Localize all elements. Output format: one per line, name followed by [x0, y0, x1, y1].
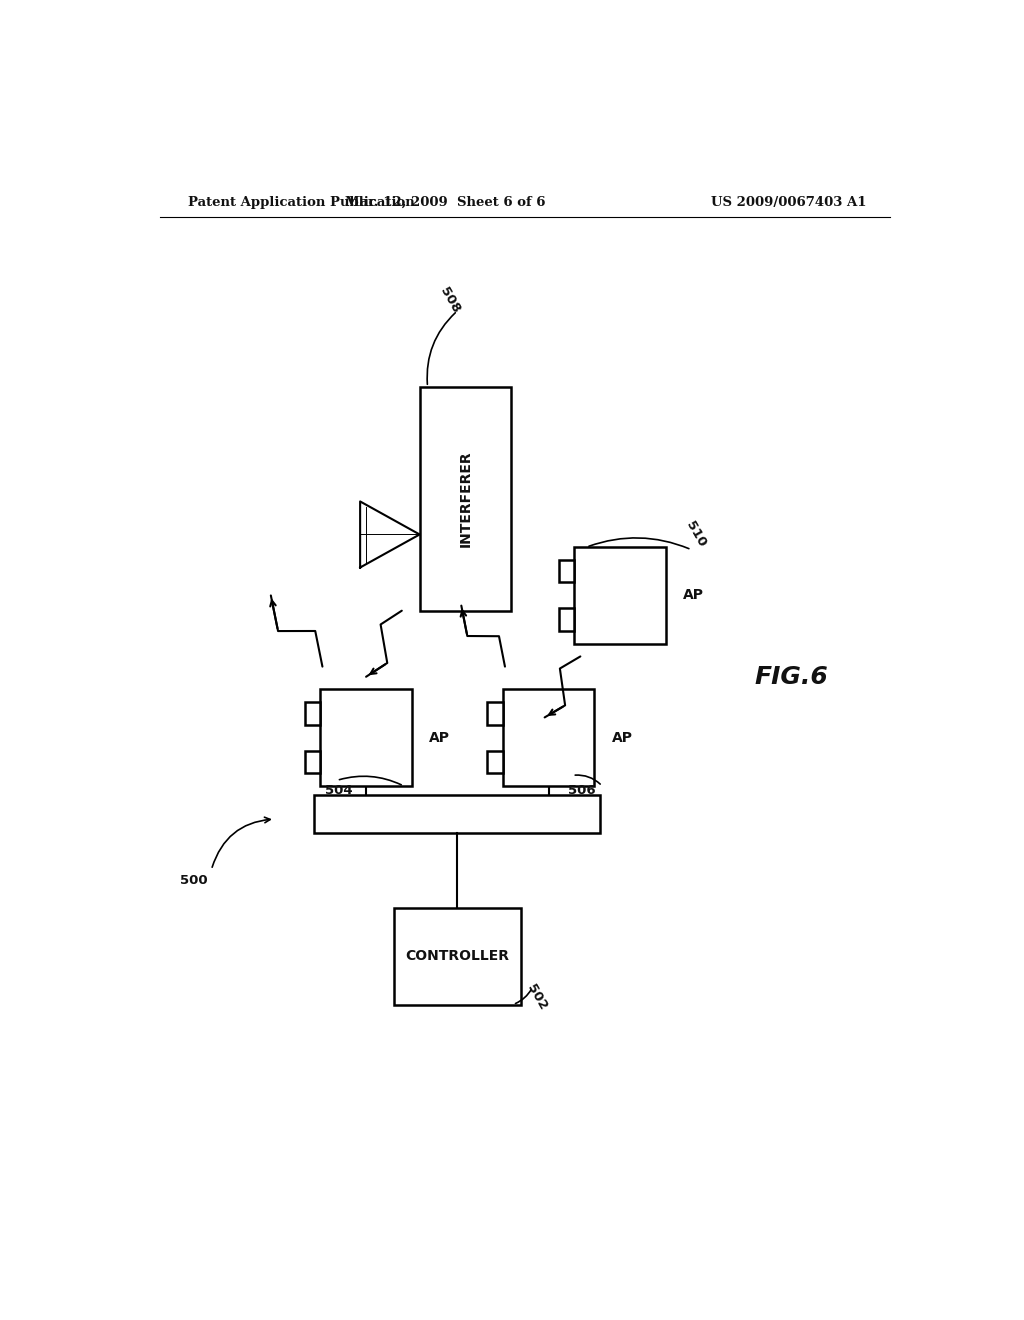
Text: Patent Application Publication: Patent Application Publication [187, 195, 415, 209]
FancyBboxPatch shape [420, 387, 511, 611]
FancyBboxPatch shape [321, 689, 412, 785]
FancyBboxPatch shape [304, 702, 321, 725]
Text: 500: 500 [180, 874, 207, 887]
FancyBboxPatch shape [503, 689, 594, 785]
FancyBboxPatch shape [487, 751, 503, 774]
FancyBboxPatch shape [487, 702, 503, 725]
FancyBboxPatch shape [558, 609, 574, 631]
Text: INTERFERER: INTERFERER [459, 450, 472, 548]
Text: 510: 510 [684, 519, 709, 549]
Text: 508: 508 [437, 285, 463, 315]
Text: AP: AP [429, 731, 451, 744]
FancyBboxPatch shape [314, 795, 600, 833]
FancyBboxPatch shape [558, 560, 574, 582]
Text: AP: AP [611, 731, 633, 744]
Text: 504: 504 [325, 784, 352, 797]
Text: FIG.6: FIG.6 [755, 665, 828, 689]
FancyBboxPatch shape [304, 751, 321, 774]
Text: 502: 502 [524, 982, 550, 1012]
Text: US 2009/0067403 A1: US 2009/0067403 A1 [711, 195, 866, 209]
Text: 506: 506 [568, 784, 596, 797]
Text: CONTROLLER: CONTROLLER [406, 949, 509, 964]
FancyBboxPatch shape [394, 908, 521, 1005]
Text: Mar. 12, 2009  Sheet 6 of 6: Mar. 12, 2009 Sheet 6 of 6 [345, 195, 546, 209]
Text: AP: AP [683, 589, 705, 602]
FancyBboxPatch shape [574, 548, 666, 644]
